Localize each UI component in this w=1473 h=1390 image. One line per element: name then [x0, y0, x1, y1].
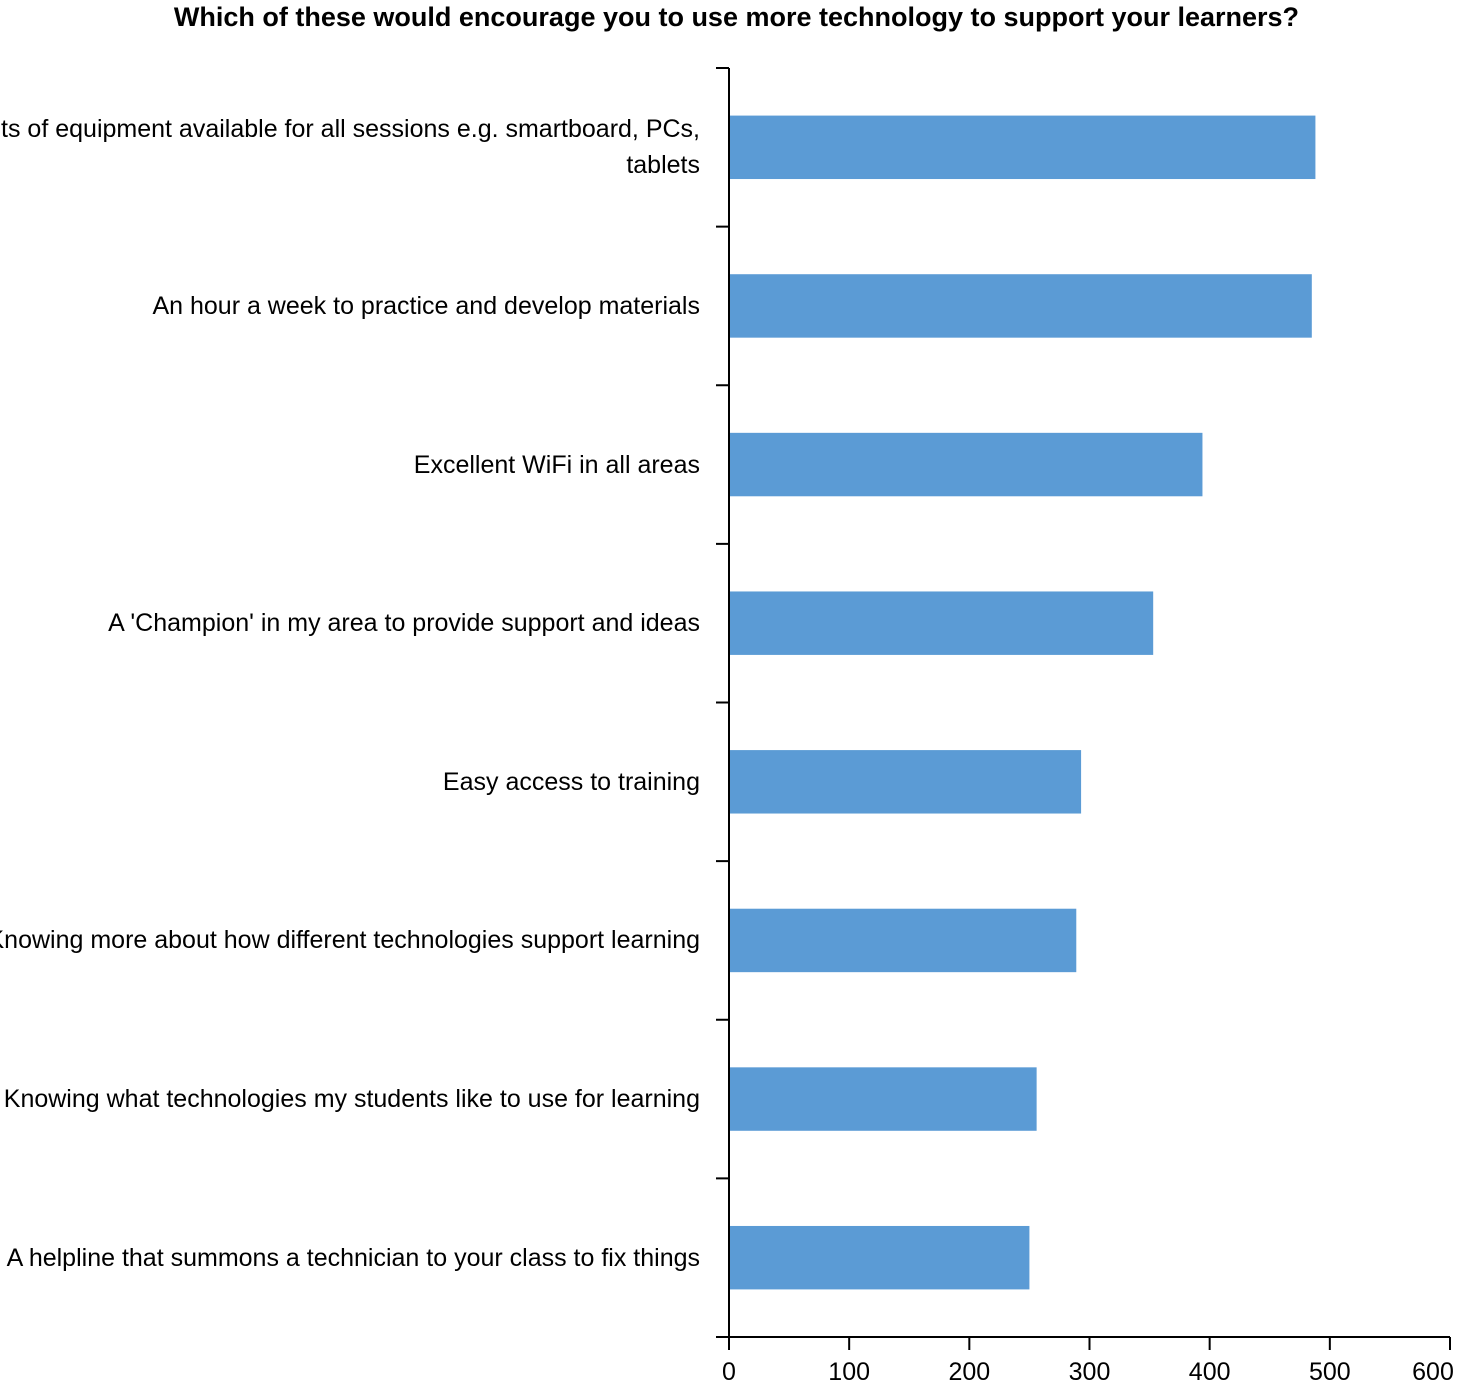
x-tick-label-200: 200 [948, 1358, 991, 1386]
category-label-4: A 'Champion' in my area to provide suppo… [108, 609, 700, 638]
axes-layer [716, 67, 1451, 1350]
bar-6 [729, 908, 1077, 973]
category-label-7: Knowing what technologies my students li… [3, 1085, 700, 1114]
bars-layer [729, 115, 1316, 1290]
category-label-8: A helpline that summons a technician to … [6, 1243, 700, 1272]
category-label-3: Excellent WiFi in all areas [413, 450, 700, 479]
bar-4 [729, 591, 1154, 655]
bar-7 [729, 1067, 1037, 1131]
x-tick-label-0: 0 [722, 1358, 736, 1386]
category-label-2: An hour a week to practice and develop m… [152, 291, 700, 320]
bar-8 [729, 1225, 1030, 1290]
x-tick-label-500: 500 [1308, 1358, 1351, 1386]
bar-3 [729, 432, 1203, 497]
bar-2 [729, 274, 1312, 338]
x-tick-label-400: 400 [1188, 1358, 1231, 1386]
x-tick-label-300: 300 [1068, 1358, 1111, 1386]
category-label-6: Knowing more about how different technol… [0, 926, 700, 955]
chart-title: Which of these would encourage you to us… [173, 2, 1300, 32]
x-tick-label-100: 100 [828, 1358, 871, 1386]
bar-1 [729, 115, 1316, 180]
category-label-5: Easy access to training [442, 767, 700, 796]
category-label-1: Lots of equipment available for all sess… [0, 115, 700, 180]
x-tick-label-600: 600 [1412, 1358, 1454, 1386]
bar-5 [729, 750, 1082, 814]
